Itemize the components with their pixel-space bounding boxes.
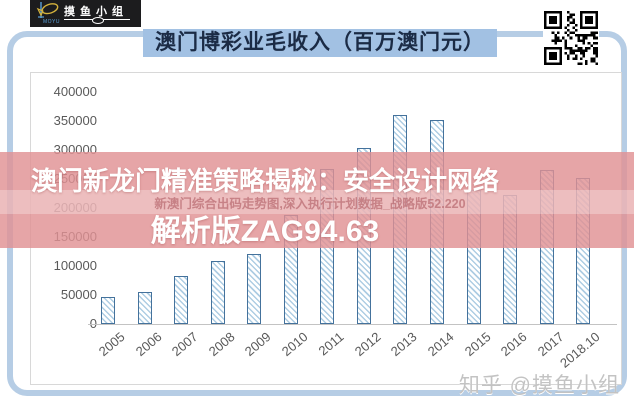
bar-2006 xyxy=(137,292,152,324)
y-tick-label: 350000 xyxy=(53,113,97,128)
bar-2007 xyxy=(174,276,189,324)
watermark: 知乎 @摸鱼小组 xyxy=(458,374,620,397)
overlay-subtext: 新澳门综合出码走势图,深入执行计划数据_战略版52.220 xyxy=(154,197,466,211)
qr-code-icon xyxy=(543,10,599,66)
overlay-headline: 澳门新龙门精准策略揭秘：安全设计网络 xyxy=(30,166,499,196)
overlay-banner-strip xyxy=(0,190,634,214)
brand-subtitle: MOYU xyxy=(43,19,60,25)
chart-title-text: 澳门博彩业毛收入（百万澳门元） xyxy=(155,31,485,54)
bar-2005 xyxy=(101,297,115,324)
logo-divider xyxy=(64,17,130,24)
y-tick-label: 400000 xyxy=(53,84,97,99)
x-axis-line xyxy=(88,324,617,325)
brand-name: 摸鱼小组 xyxy=(64,6,128,18)
bar-2009 xyxy=(247,254,262,324)
overlay-version-line: 解析版ZAG94.63 xyxy=(150,215,380,248)
y-tick-label: 0 xyxy=(30,316,97,332)
brand-logo: 摸鱼小组 MOYU xyxy=(30,0,141,27)
y-tick-label: 100000 xyxy=(53,258,97,273)
chart-title: 澳门博彩业毛收入（百万澳门元） xyxy=(143,29,497,57)
y-tick-label: 50000 xyxy=(60,287,97,302)
fish-logo-icon xyxy=(34,1,62,26)
overlay-banner: 澳门新龙门精准策略揭秘：安全设计网络 新澳门综合出码走势图,深入执行计划数据_战… xyxy=(0,152,634,248)
bar-2008 xyxy=(210,261,225,324)
